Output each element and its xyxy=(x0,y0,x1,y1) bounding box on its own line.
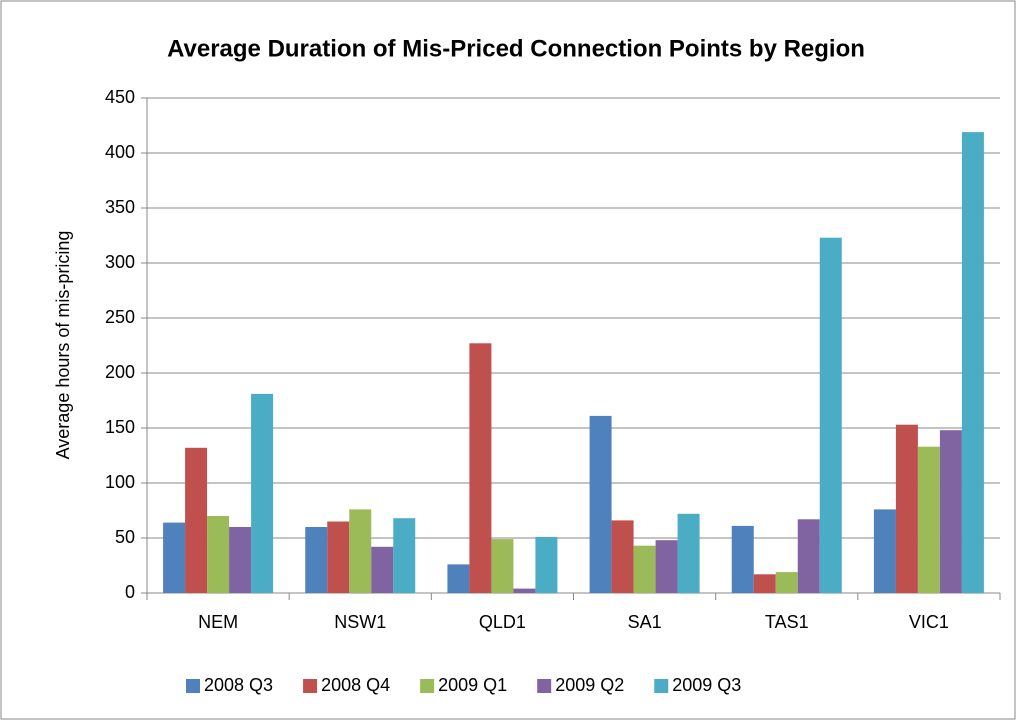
legend-label: 2009 Q1 xyxy=(438,675,507,695)
y-tick-label: 50 xyxy=(115,527,135,547)
bar xyxy=(633,545,656,593)
legend-swatch xyxy=(654,679,669,693)
bar xyxy=(513,588,536,593)
y-tick-label: 300 xyxy=(105,252,135,272)
y-axis-label: Average hours of mis-pricing xyxy=(53,231,73,460)
legend-swatch xyxy=(303,679,318,693)
bar xyxy=(327,521,350,593)
legend-swatch xyxy=(420,679,435,693)
bar xyxy=(447,564,470,593)
bar xyxy=(469,343,492,593)
bar xyxy=(207,516,230,593)
legend-swatch xyxy=(537,679,552,693)
x-tick-label: VIC1 xyxy=(909,612,949,632)
bar xyxy=(305,527,328,593)
y-tick-label: 250 xyxy=(105,307,135,327)
bar xyxy=(491,539,514,593)
x-tick-label: QLD1 xyxy=(479,612,526,632)
bar xyxy=(655,540,678,593)
x-tick-label: SA1 xyxy=(628,612,662,632)
y-tick-label: 200 xyxy=(105,362,135,382)
bar xyxy=(939,430,962,593)
bar xyxy=(731,525,754,593)
legend-swatch xyxy=(186,679,200,693)
legend-label: 2009 Q2 xyxy=(555,675,624,695)
bar xyxy=(753,574,776,593)
bar xyxy=(775,572,798,593)
bar xyxy=(677,513,700,593)
bar xyxy=(961,132,984,593)
bar xyxy=(797,519,820,593)
x-tick-label: NSW1 xyxy=(334,612,386,632)
x-tick-label: NEM xyxy=(198,612,238,632)
chart-title: Average Duration of Mis-Priced Connectio… xyxy=(167,35,865,62)
legend-label: 2008 Q4 xyxy=(321,675,390,695)
bar xyxy=(917,446,940,593)
bar xyxy=(393,518,416,593)
y-tick-label: 400 xyxy=(105,142,135,162)
legend-label: 2009 Q3 xyxy=(672,675,741,695)
y-tick-label: 100 xyxy=(105,472,135,492)
bar xyxy=(895,424,918,593)
bar xyxy=(185,447,208,593)
bar xyxy=(229,527,252,593)
y-tick-label: 450 xyxy=(105,87,135,107)
bar xyxy=(873,509,896,593)
y-tick-label: 0 xyxy=(125,582,135,602)
bar xyxy=(163,522,186,593)
bar xyxy=(535,536,558,593)
legend-label: 2008 Q3 xyxy=(204,675,273,695)
y-tick-label: 150 xyxy=(105,417,135,437)
bar xyxy=(611,520,634,593)
x-tick-label: TAS1 xyxy=(765,612,809,632)
bar xyxy=(371,546,394,593)
bar xyxy=(251,393,274,593)
bar xyxy=(589,415,612,593)
bar xyxy=(349,509,372,593)
bar xyxy=(819,237,842,593)
y-tick-label: 350 xyxy=(105,197,135,217)
